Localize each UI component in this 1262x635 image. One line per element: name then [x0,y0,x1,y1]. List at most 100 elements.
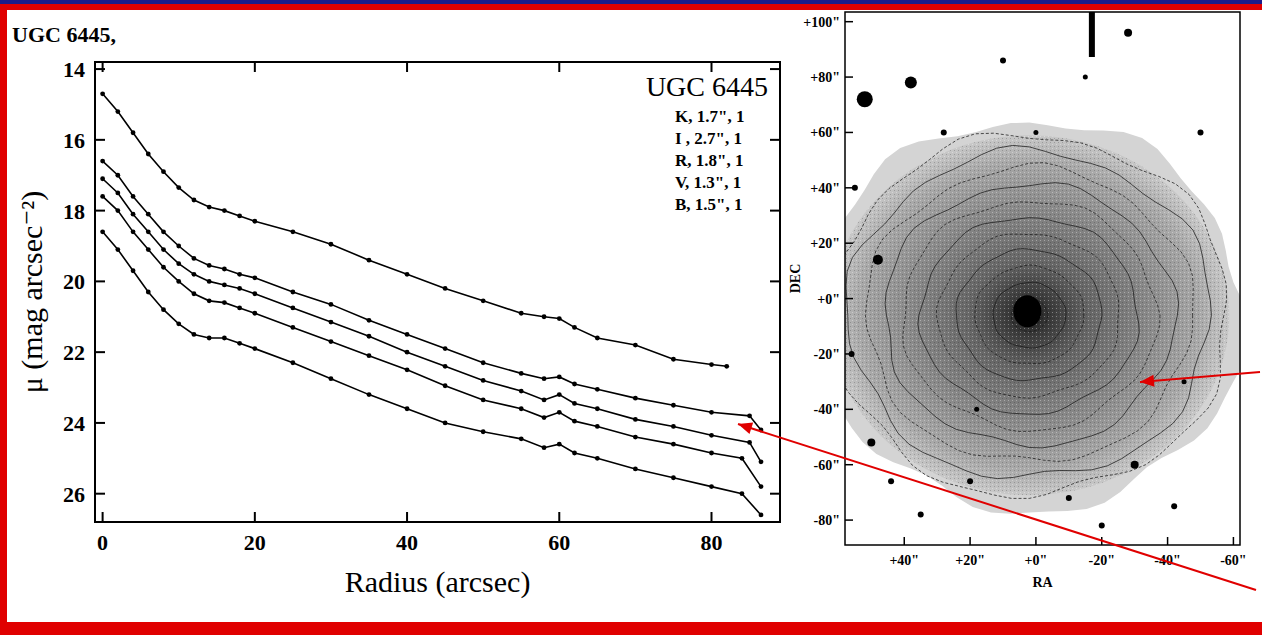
dec-tick [845,464,853,466]
plot-area [100,91,763,517]
contour [903,202,1160,432]
dec-tick-label: +20" [810,236,840,251]
ra-tick-label: +0" [1025,553,1048,568]
star [1099,523,1105,529]
profile-point [747,440,752,445]
profile-point [222,208,227,213]
profile-point [759,484,764,489]
galaxy-core [1013,295,1041,327]
star [974,407,979,412]
profile-point [115,247,120,252]
y-tick-right [770,493,780,495]
dec-tick [845,187,853,189]
profile-point [557,410,562,415]
dec-tick-label: -60" [814,458,840,473]
profile-point [161,265,166,270]
x-tick-label: 40 [396,530,418,555]
profile-point [595,387,600,392]
profile-point [633,435,638,440]
star [867,439,875,447]
dec-tick-label: -40" [814,402,840,417]
y-tick [95,280,105,282]
profile-point [237,272,242,277]
image-frame [845,12,1240,545]
dec-tick-label: +0" [817,292,840,307]
profile-point [709,451,714,456]
contour [865,163,1193,462]
profile-point [290,325,295,330]
dec-tick-label: +100" [803,15,840,30]
ra-title: RA [1032,575,1053,590]
slide-top-bar [0,0,1262,4]
contour [845,133,1227,498]
profile-point [146,152,151,157]
y-tick-right [770,139,780,141]
ra-tick [1167,537,1169,545]
contour [846,145,1211,478]
galaxy-image [845,12,1240,545]
profile-point [252,346,257,351]
dec-tick [845,298,853,300]
star [967,478,973,484]
profile-point [572,401,577,406]
profile-point [115,208,120,213]
legend-entry: K, 1.7", 1 [675,107,744,126]
star [873,255,883,265]
x-tick [254,512,256,522]
star [1171,503,1177,509]
profile-point [222,336,227,341]
profile-point [671,424,676,429]
profile-point [671,475,676,480]
y-tick-right [770,68,780,70]
y-tick-label: 14 [63,57,85,82]
profile-point [131,268,136,273]
profile-point [542,415,547,420]
ra-tick [904,537,906,545]
profile-point [329,242,334,247]
profile-point [633,467,638,472]
y-tick [95,139,105,141]
profile-point [329,320,334,325]
profile-point [519,389,524,394]
profile-point [595,406,600,411]
x-tick-top [406,62,408,72]
profile-point [131,212,136,217]
profile-point [671,403,676,408]
y-tick [95,422,105,424]
profile-point [557,442,562,447]
star [918,512,924,518]
y-axis-title: μ (mag arcsec⁻²) [15,191,49,393]
dec-tick [845,409,853,411]
profile-point [290,290,295,295]
profile-point [367,353,372,358]
x-tick [102,512,104,522]
profile-point [192,198,197,203]
profile-point [115,173,120,178]
dec-tick-label: -80" [814,513,840,528]
contour [993,282,1066,348]
x-tick-label: 20 [244,530,266,555]
arrow-head [738,423,753,434]
profile-point [633,417,638,422]
profile-point [329,376,334,381]
profile-point [633,343,638,348]
star [1000,57,1006,63]
profile-point [557,375,562,380]
dec-tick-label: -20" [814,347,840,362]
profile-point [131,130,136,135]
arrow-shaft [1140,372,1260,382]
profile-point [519,406,524,411]
x-tick-label: 80 [701,530,723,555]
profile-line [103,179,761,462]
profile-point [519,436,524,441]
profile-point [176,279,181,284]
ra-tick [1233,537,1235,545]
profile-point [557,316,562,321]
dec-tick-label: +60" [810,125,840,140]
profile-point [724,364,729,369]
dec-tick-label: +80" [810,70,840,85]
profile-point [633,396,638,401]
profile-point [557,392,562,397]
profile-point [100,229,105,234]
legend-title: UGC 6445 [646,71,768,102]
